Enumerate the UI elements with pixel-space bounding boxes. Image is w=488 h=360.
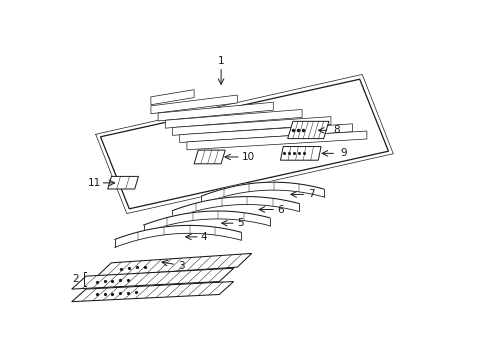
Polygon shape	[143, 211, 269, 233]
Polygon shape	[158, 102, 273, 121]
Text: 3: 3	[178, 261, 184, 271]
Text: 10: 10	[241, 152, 254, 162]
Text: 4: 4	[201, 232, 207, 242]
Text: 8: 8	[332, 125, 339, 135]
Polygon shape	[186, 131, 366, 150]
Polygon shape	[287, 121, 328, 139]
Polygon shape	[107, 176, 138, 189]
Polygon shape	[151, 90, 194, 105]
Text: 6: 6	[277, 204, 283, 215]
Text: 5: 5	[236, 218, 243, 228]
Polygon shape	[201, 182, 323, 204]
Polygon shape	[179, 124, 352, 143]
Text: 1: 1	[217, 56, 224, 66]
Polygon shape	[101, 79, 387, 209]
Text: 11: 11	[87, 178, 101, 188]
Polygon shape	[280, 147, 321, 160]
Polygon shape	[72, 282, 233, 302]
Polygon shape	[194, 150, 225, 164]
Polygon shape	[165, 109, 302, 128]
Polygon shape	[172, 197, 298, 219]
Polygon shape	[115, 225, 241, 247]
Text: 7: 7	[307, 189, 314, 199]
Text: 2: 2	[73, 274, 79, 284]
Polygon shape	[97, 253, 251, 276]
Polygon shape	[172, 117, 330, 135]
Text: 9: 9	[340, 148, 346, 158]
Polygon shape	[151, 95, 237, 114]
Polygon shape	[72, 268, 233, 289]
